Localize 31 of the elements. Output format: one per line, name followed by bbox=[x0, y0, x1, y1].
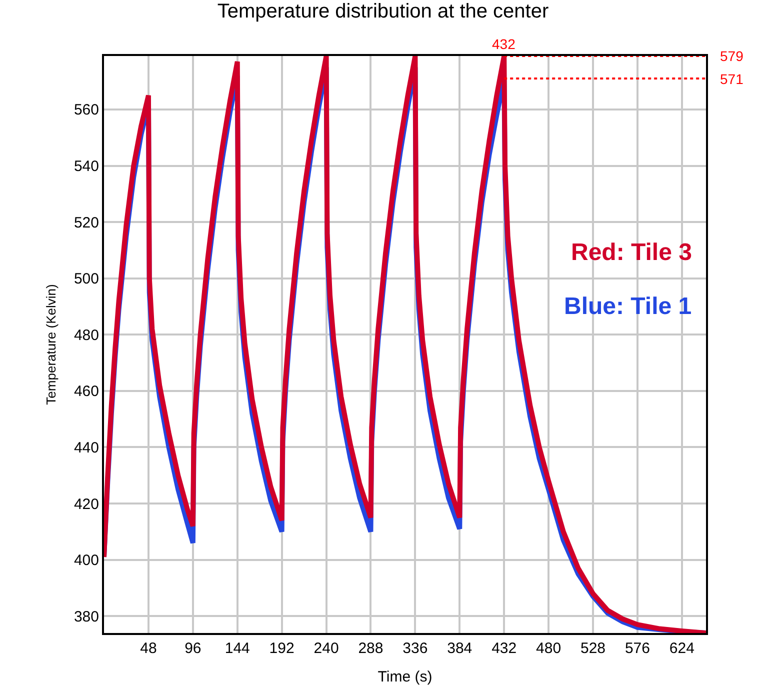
ref-line-label: 579 bbox=[720, 48, 744, 64]
y-tick-label: 380 bbox=[74, 608, 99, 626]
y-tick-label: 420 bbox=[74, 496, 99, 513]
y-tick-label: 440 bbox=[74, 439, 99, 456]
x-tick-label: 288 bbox=[358, 640, 384, 657]
x-tick-label: 480 bbox=[536, 640, 562, 657]
y-tick-label: 560 bbox=[74, 102, 99, 119]
annotation: 432 bbox=[492, 36, 516, 52]
y-tick-label: 540 bbox=[74, 158, 99, 176]
y-tick-label: 460 bbox=[74, 383, 99, 400]
ref-line-label: 571 bbox=[720, 71, 744, 87]
y-tick-label: 520 bbox=[74, 214, 99, 232]
x-tick-label: 576 bbox=[624, 640, 650, 657]
text: Red: Tile 3 bbox=[571, 239, 692, 266]
y-tick-label: 480 bbox=[74, 326, 99, 344]
x-axis-title: Time (s) bbox=[378, 668, 432, 686]
x-tick-label: 240 bbox=[314, 640, 339, 657]
y-tick-label: 400 bbox=[74, 552, 99, 570]
x-tick-label: 144 bbox=[224, 640, 250, 657]
x-tick-label: 528 bbox=[580, 640, 606, 657]
x-tick-label: 192 bbox=[269, 640, 294, 657]
y-tick-label: 500 bbox=[74, 270, 99, 288]
x-tick-label: 384 bbox=[447, 640, 472, 657]
x-tick-label: 336 bbox=[402, 640, 428, 657]
x-tick-label: 624 bbox=[669, 640, 694, 657]
x-tick-label: 432 bbox=[492, 640, 517, 657]
x-tick-label: 48 bbox=[140, 640, 157, 657]
x-tick-label: 96 bbox=[184, 640, 202, 657]
text: Blue: Tile 1 bbox=[564, 293, 692, 320]
chart-title: Temperature distribution at the center bbox=[217, 0, 549, 22]
y-axis-title: Temperature (Kelvin) bbox=[43, 284, 58, 405]
